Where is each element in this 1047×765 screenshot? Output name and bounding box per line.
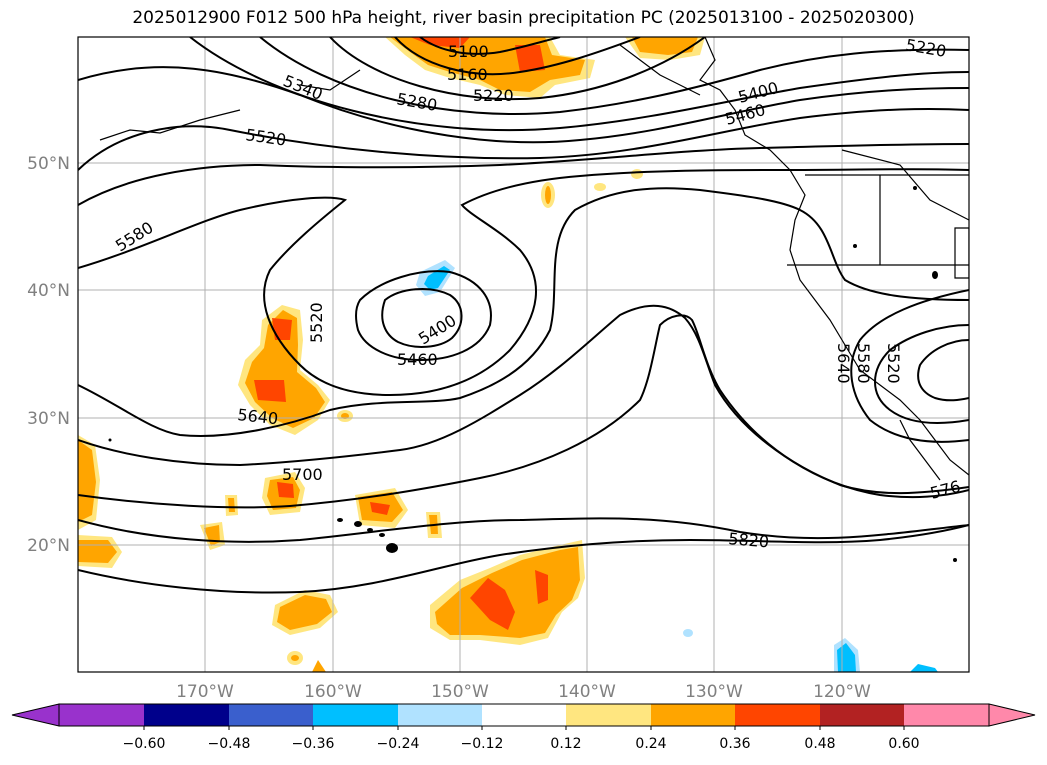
latitude-labels: 50°N 40°N 30°N 20°N	[27, 154, 70, 556]
colorbar-swatch	[566, 704, 651, 726]
longitude-label: 150°W	[431, 682, 489, 702]
colorbar-swatch	[144, 704, 229, 726]
colorbar-tick-label: −0.36	[292, 736, 335, 752]
colorbar-frame	[58, 703, 990, 727]
colorbar-swatch	[904, 704, 989, 726]
longitude-label: 170°W	[176, 682, 234, 702]
latitude-label: 50°N	[27, 154, 70, 174]
longitude-label: 130°W	[685, 682, 743, 702]
colorbar-extend-high	[988, 703, 1036, 727]
map-frame	[77, 36, 970, 673]
colorbar-tick-label: 0.36	[719, 736, 750, 752]
colorbar-tick-label: −0.48	[208, 736, 251, 752]
contour-label: 5520	[307, 302, 326, 343]
colorbar-extend-low	[11, 703, 60, 727]
latitude-label: 30°N	[27, 409, 70, 429]
contour-label: 5220	[473, 86, 514, 105]
colorbar-tick-label: 0.60	[888, 736, 919, 752]
colorbar-swatch	[229, 704, 313, 726]
latitude-label: 20°N	[27, 536, 70, 556]
contour-label: 5580	[854, 343, 873, 384]
colorbar-swatch	[482, 704, 566, 726]
height-contours	[78, 37, 969, 594]
contour-label: 5160	[447, 65, 488, 84]
contour-label: 5520	[884, 343, 903, 384]
longitude-labels: 170°W 160°W 150°W 140°W 130°W 120°W	[176, 682, 871, 702]
contour-label: 5640	[834, 343, 853, 384]
longitude-label: 160°W	[304, 682, 362, 702]
coastlines	[99, 37, 969, 481]
longitude-label: 140°W	[558, 682, 616, 702]
hawaii-islands	[108, 186, 957, 562]
longitude-label: 120°W	[813, 682, 871, 702]
colorbar-tick-label: 0.24	[635, 736, 666, 752]
colorbar-tick-label: −0.60	[123, 736, 166, 752]
colorbar-swatch	[820, 704, 904, 726]
colorbar-swatch	[735, 704, 820, 726]
colorbar-tick-label: −0.24	[377, 736, 420, 752]
map-title: 2025012900 F012 500 hPa height, river ba…	[132, 8, 915, 28]
colorbar-tick-label: 0.48	[804, 736, 835, 752]
colorbar-swatch	[313, 704, 398, 726]
contour-label: 5700	[282, 465, 323, 484]
contour-label: 5820	[728, 529, 770, 551]
colorbar-swatch	[651, 704, 735, 726]
contour-label: 5460	[397, 350, 438, 369]
colorbar: −0.60 −0.48 −0.36 −0.24 −0.12 0.12 0.24 …	[11, 703, 1036, 752]
colorbar-tick-label: −0.12	[461, 736, 504, 752]
colorbar-tick-label: 0.12	[550, 736, 581, 752]
contour-label: 5100	[448, 42, 489, 61]
contour-label: 5640	[237, 405, 279, 428]
colorbar-swatch	[398, 704, 482, 726]
latitude-label: 40°N	[27, 281, 70, 301]
colorbar-swatch	[59, 704, 144, 726]
precipitation-shading	[78, 37, 938, 672]
